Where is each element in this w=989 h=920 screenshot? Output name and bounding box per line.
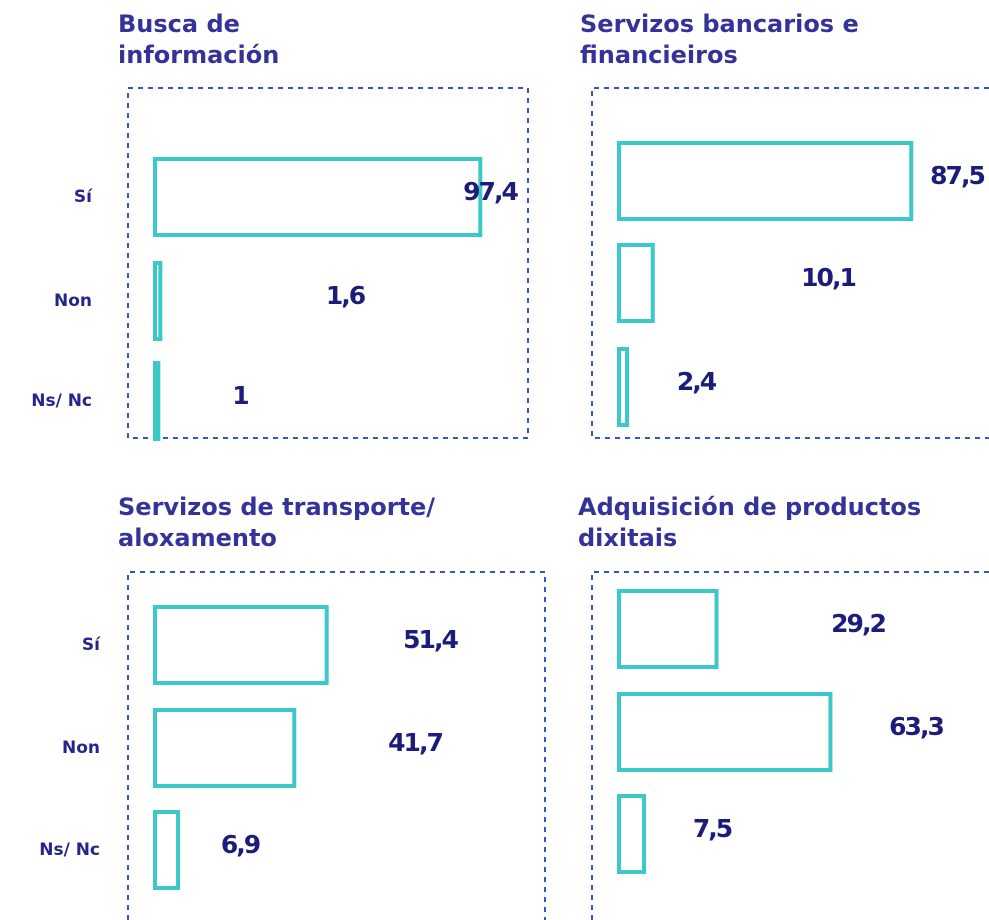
bar (617, 141, 914, 221)
panel-frame (591, 87, 989, 439)
panel-frame (127, 87, 529, 439)
category-label: Non (62, 738, 100, 758)
bar (617, 589, 719, 669)
value-label: 97,4 (463, 177, 518, 206)
category-label: Ns/ Nc (31, 391, 92, 411)
bar (153, 708, 297, 788)
value-label: 7,5 (693, 814, 732, 843)
bar (617, 692, 833, 772)
panel-frame (591, 571, 989, 920)
chart-title: aloxamento (118, 524, 277, 552)
panel-frame (127, 571, 546, 920)
value-label: 63,3 (889, 712, 943, 741)
value-label: 2,4 (677, 367, 717, 396)
bar (617, 243, 655, 323)
chart-title: Busca de (118, 10, 240, 38)
chart-title: dixitais (578, 524, 677, 552)
chart-title: financieiros (580, 41, 738, 69)
bar (153, 605, 329, 685)
category-label: Non (54, 291, 92, 311)
value-label: 51,4 (403, 625, 458, 654)
category-label: Sí (82, 635, 101, 655)
bar (153, 261, 163, 341)
value-label: 41,7 (388, 728, 442, 757)
bar (153, 361, 161, 441)
bar (617, 794, 647, 874)
value-label: 87,5 (930, 161, 984, 190)
category-label: Ns/ Nc (39, 840, 100, 860)
value-label: 1,6 (326, 281, 366, 310)
chart-title: Adquisición de productos (578, 493, 921, 521)
value-label: 10,1 (801, 263, 855, 292)
bar (153, 810, 181, 890)
value-label: 6,9 (221, 830, 260, 859)
value-label: 1 (232, 381, 248, 410)
bar (617, 347, 630, 427)
chart-title: Servizos bancarios e (580, 10, 859, 38)
chart-title: Servizos de transporte/ (118, 493, 435, 521)
chart-title: información (118, 41, 279, 69)
value-label: 29,2 (831, 609, 885, 638)
bar (153, 157, 483, 237)
category-label: Sí (74, 187, 93, 207)
